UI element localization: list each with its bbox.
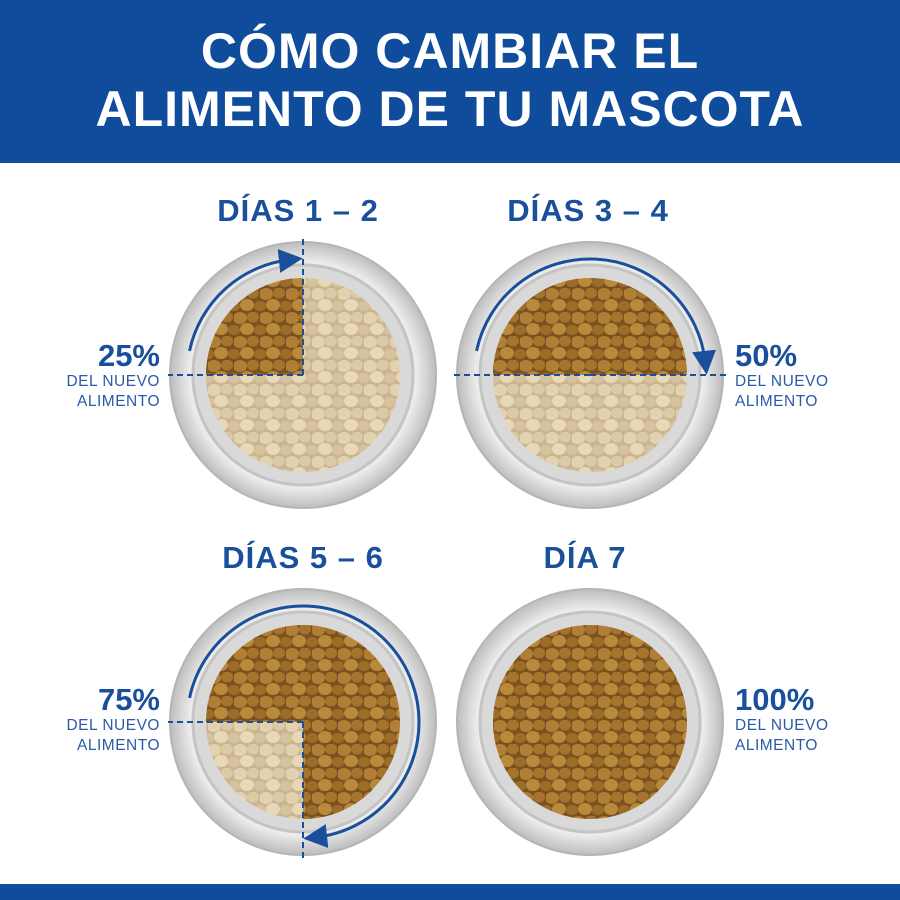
clockwise-arrow-icon	[188, 604, 421, 849]
percent-label-4: 100% DEL NUEVO ALIMENTO	[735, 684, 865, 756]
header-banner: CÓMO CAMBIAR EL ALIMENTO DE TU MASCOTA	[0, 0, 900, 163]
title-line-1: CÓMO CAMBIAR EL	[200, 23, 700, 79]
percent-caption-1: DEL NUEVO	[735, 373, 829, 390]
percent-label-2: 50% DEL NUEVO ALIMENTO	[735, 340, 865, 412]
footer-bar	[0, 884, 900, 900]
percent-caption-1: DEL NUEVO	[735, 717, 829, 734]
percent-value: 100%	[735, 682, 815, 717]
percent-caption-2: ALIMENTO	[735, 737, 818, 754]
percent-caption-2: ALIMENTO	[77, 393, 160, 410]
new-food-wedge	[493, 278, 687, 375]
step-title-2: DÍAS 3 – 4	[507, 193, 669, 228]
title-line-2: ALIMENTO DE TU MASCOTA	[95, 81, 805, 137]
clockwise-arrow-icon	[188, 248, 303, 352]
new-food	[493, 625, 687, 819]
percent-caption-2: ALIMENTO	[735, 393, 818, 410]
percent-caption-1: DEL NUEVO	[66, 717, 160, 734]
step-title-3: DÍAS 5 – 6	[222, 540, 384, 575]
percent-value: 50%	[735, 338, 798, 373]
percent-caption-2: ALIMENTO	[77, 737, 160, 754]
percent-caption-1: DEL NUEVO	[66, 373, 160, 390]
percent-label-3: 75% DEL NUEVO ALIMENTO	[30, 684, 160, 756]
step-title-4: DÍA 7	[543, 540, 627, 575]
clockwise-arrow-icon	[475, 257, 717, 375]
new-food-wedge	[206, 278, 303, 375]
percent-value: 25%	[97, 338, 160, 373]
percent-label-1: 25% DEL NUEVO ALIMENTO	[30, 340, 160, 412]
step-title-1: DÍAS 1 – 2	[217, 193, 379, 228]
percent-value: 75%	[97, 682, 160, 717]
